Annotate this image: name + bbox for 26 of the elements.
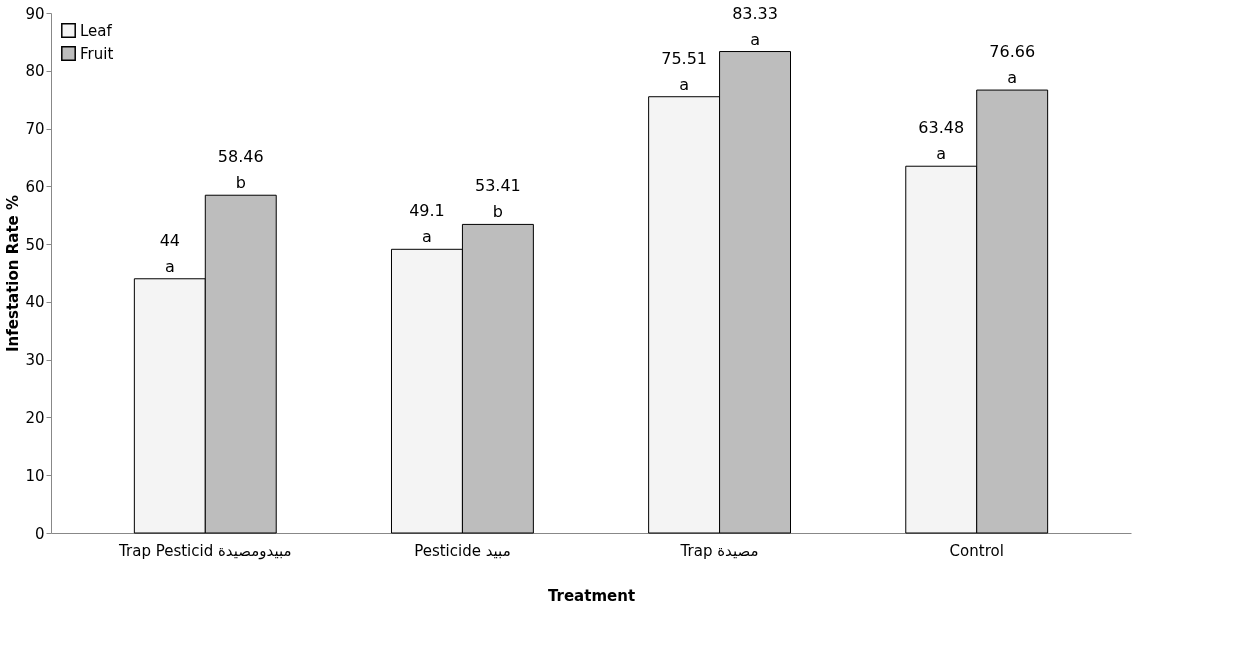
- data-label: 63.48 a: [918, 118, 965, 164]
- x-tick-label: Trap مصيدة: [679, 541, 759, 560]
- x-tick-label: Pesticide مبيد: [414, 541, 511, 560]
- y-tick-label: 60: [25, 177, 45, 196]
- y-tick-label: 0: [34, 524, 45, 543]
- y-tick-label: 50: [25, 235, 45, 254]
- data-label: 44 a: [159, 230, 180, 276]
- y-tick-label: 70: [25, 120, 45, 139]
- y-tick-label: 10: [25, 466, 45, 485]
- y-tick-label: 20: [25, 408, 45, 427]
- y-tick-label: 40: [25, 293, 45, 312]
- data-label: 76.66 a: [989, 42, 1036, 88]
- x-tick-label: Control: [949, 541, 1004, 560]
- y-tick-label: 30: [25, 351, 45, 370]
- data-label: 83.33 a: [732, 3, 778, 49]
- data-label: 58.46 b: [217, 147, 264, 193]
- y-tick-label: 80: [25, 62, 45, 81]
- y-tick-label: 90: [25, 4, 45, 23]
- data-label: 53.41 b: [474, 176, 521, 222]
- legend-label: Fruit: [80, 44, 114, 63]
- y-axis-title: Infestation Rate %: [4, 195, 23, 352]
- x-axis-title: Treatment: [547, 586, 636, 605]
- data-label: 75.51 a: [661, 48, 708, 94]
- x-tick-label: Trap Pesticid مبيدومصيدة: [118, 541, 292, 560]
- legend-label: Leaf: [80, 21, 113, 40]
- data-label: 49.1 a: [409, 201, 445, 247]
